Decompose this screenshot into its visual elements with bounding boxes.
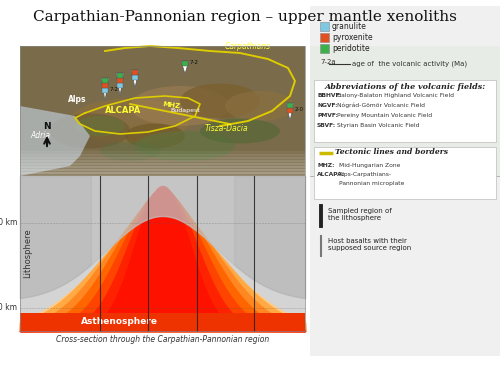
Bar <box>287 108 293 113</box>
Bar <box>320 22 329 31</box>
Text: Nógrád-Gömör Volcanic Field: Nógrád-Gömör Volcanic Field <box>337 103 425 108</box>
Text: Adria: Adria <box>30 131 50 140</box>
Text: Balony-Balaton Highland Volcanic Field: Balony-Balaton Highland Volcanic Field <box>337 93 454 98</box>
Text: 7-2: 7-2 <box>190 60 199 65</box>
Ellipse shape <box>70 98 190 144</box>
Ellipse shape <box>125 124 185 149</box>
Bar <box>117 73 123 78</box>
Bar <box>132 70 138 75</box>
Text: Abbreviations of the volcanic fields:: Abbreviations of the volcanic fields: <box>324 83 486 91</box>
Text: Pereiny Mountain Volcanic Field: Pereiny Mountain Volcanic Field <box>337 113 432 118</box>
Ellipse shape <box>130 86 230 126</box>
Bar <box>310 46 500 176</box>
Ellipse shape <box>50 113 130 149</box>
Ellipse shape <box>135 131 235 161</box>
Text: SBVF:: SBVF: <box>317 123 336 128</box>
Text: BBHVF:: BBHVF: <box>317 93 342 98</box>
Text: Carpathian-Pannonian region – upper mantle xenoliths: Carpathian-Pannonian region – upper mant… <box>33 10 457 24</box>
Text: Alps-Carpathians-: Alps-Carpathians- <box>339 172 392 177</box>
Text: PMVF:: PMVF: <box>317 113 338 118</box>
Text: Cross-section through the Carpathian-Pannonian region: Cross-section through the Carpathian-Pan… <box>56 335 269 344</box>
Ellipse shape <box>180 83 260 119</box>
Bar <box>20 46 305 176</box>
Text: MHZ:: MHZ: <box>317 163 334 168</box>
Polygon shape <box>131 70 139 88</box>
Polygon shape <box>20 106 90 176</box>
Text: 2-0: 2-0 <box>295 107 304 112</box>
Polygon shape <box>116 73 124 96</box>
Text: MHZ: MHZ <box>162 101 180 109</box>
Text: Host basalts with their
supposed source region: Host basalts with their supposed source … <box>328 238 411 251</box>
Text: 7-2a: 7-2a <box>320 59 336 65</box>
Bar <box>132 75 138 80</box>
Ellipse shape <box>100 141 160 161</box>
Text: 7-2: 7-2 <box>110 87 119 92</box>
Bar <box>20 313 305 331</box>
Bar <box>182 61 188 66</box>
Bar <box>20 176 305 331</box>
Text: ~180 km: ~180 km <box>0 303 17 312</box>
Bar <box>287 103 293 108</box>
Text: Pannonian microplate: Pannonian microplate <box>339 181 404 186</box>
Text: age of  the volcanic activity (Ma): age of the volcanic activity (Ma) <box>352 61 467 67</box>
Text: Tisza-Dacia: Tisza-Dacia <box>205 124 248 133</box>
Text: granulite: granulite <box>332 22 367 31</box>
Polygon shape <box>101 78 109 101</box>
Ellipse shape <box>75 116 125 136</box>
Ellipse shape <box>225 91 295 121</box>
Text: Carpathians: Carpathians <box>225 42 271 51</box>
Text: Alps: Alps <box>68 95 86 104</box>
Bar <box>320 33 329 42</box>
Polygon shape <box>181 61 189 74</box>
Bar <box>117 78 123 83</box>
Text: peridotite: peridotite <box>332 44 370 53</box>
Text: Sampled region of
the lithosphere: Sampled region of the lithosphere <box>328 208 392 221</box>
Text: Tectonic lines and borders: Tectonic lines and borders <box>335 148 448 156</box>
Text: ~60 km: ~60 km <box>0 218 17 227</box>
Text: ALCAPA: ALCAPA <box>105 106 142 115</box>
Text: N: N <box>43 122 51 131</box>
Bar <box>20 46 305 331</box>
Text: Budapest: Budapest <box>170 108 200 113</box>
Text: NGVF:: NGVF: <box>317 103 338 108</box>
Bar <box>102 78 108 83</box>
Text: Mid-Hungarian Zone: Mid-Hungarian Zone <box>339 163 400 168</box>
Bar <box>117 83 123 88</box>
FancyBboxPatch shape <box>314 147 496 199</box>
FancyBboxPatch shape <box>314 80 496 142</box>
Text: Asthenosphere: Asthenosphere <box>81 318 158 327</box>
Ellipse shape <box>200 119 280 144</box>
Polygon shape <box>286 103 294 121</box>
Text: pyroxenite: pyroxenite <box>332 33 372 42</box>
Bar <box>310 6 500 356</box>
Bar <box>320 44 329 53</box>
Text: Styrian Basin Volcanic Field: Styrian Basin Volcanic Field <box>337 123 419 128</box>
Bar <box>102 88 108 93</box>
Text: ALCAPA:: ALCAPA: <box>317 172 345 177</box>
Text: Lithosphere: Lithosphere <box>24 229 32 278</box>
Bar <box>102 83 108 88</box>
